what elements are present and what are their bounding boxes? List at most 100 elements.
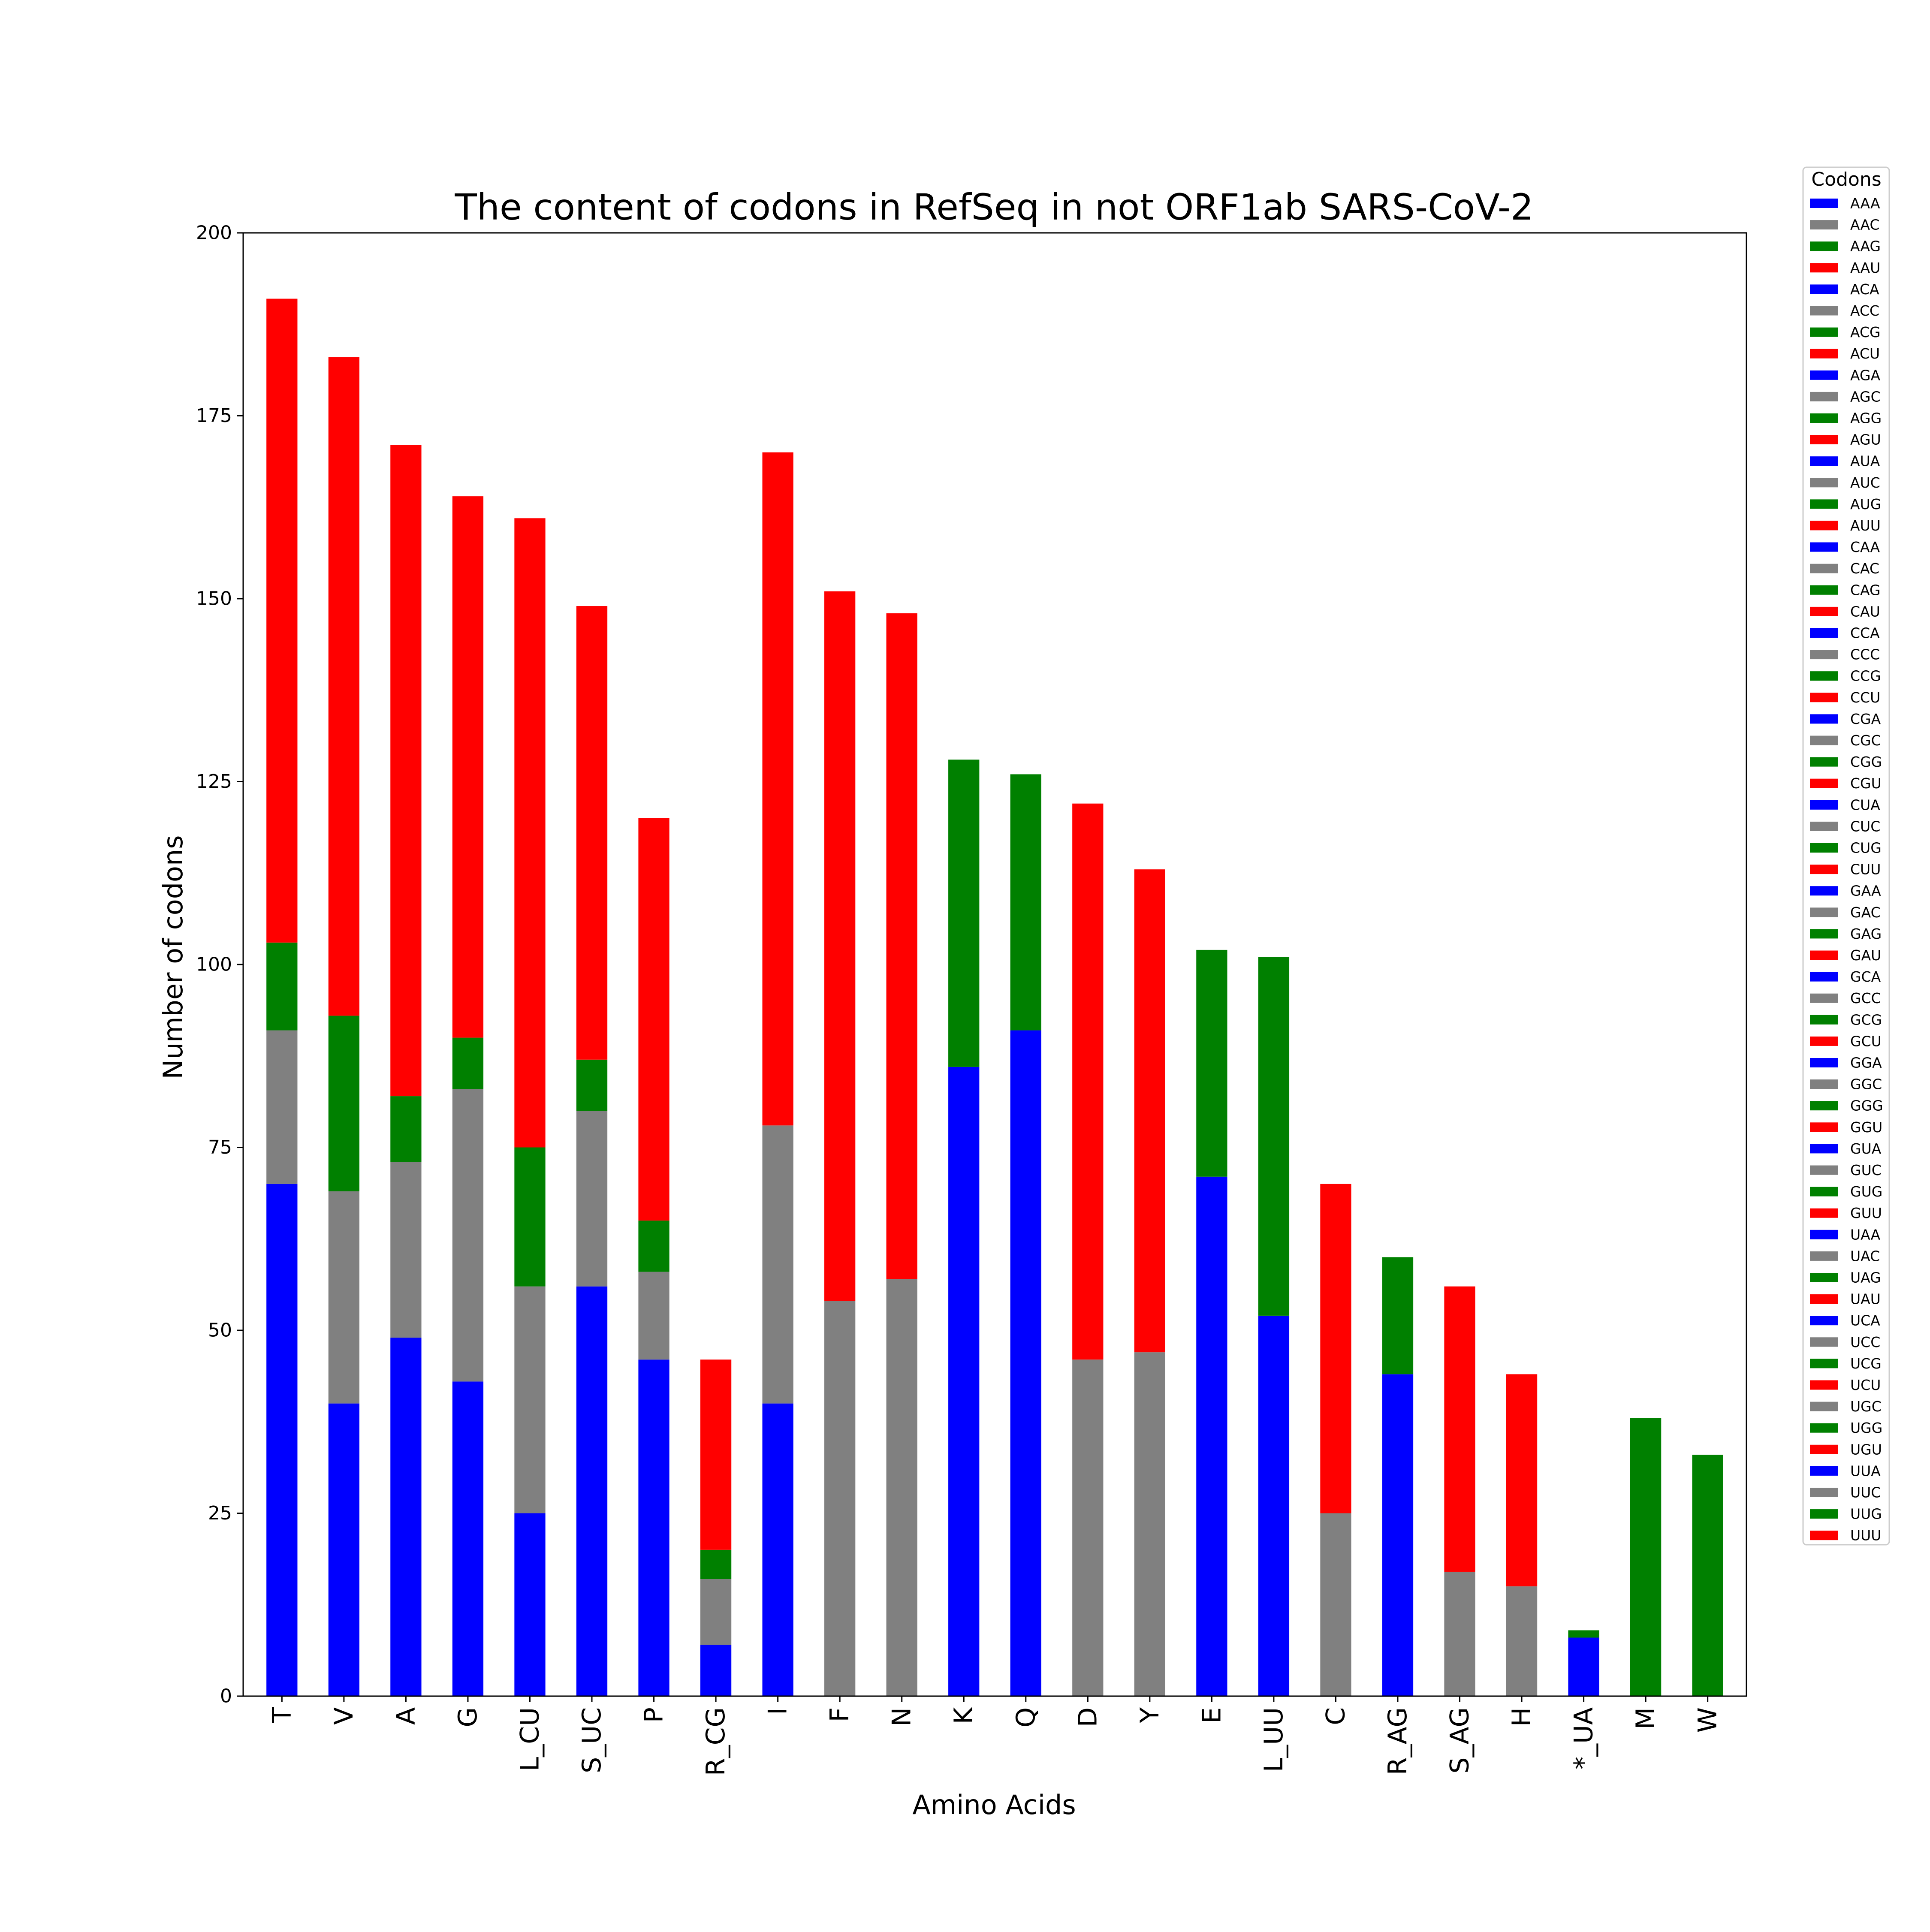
legend-label: UCC: [1850, 1334, 1880, 1350]
bar-segment: [328, 1403, 360, 1696]
x-tick-label: R_AG: [1383, 1707, 1413, 1775]
legend-swatch: [1810, 950, 1838, 960]
bar-segment: [576, 1286, 608, 1696]
legend-swatch: [1810, 1208, 1838, 1218]
bar-segment: [514, 1513, 546, 1696]
bar-segment: [390, 1162, 422, 1338]
legend-swatch: [1810, 1079, 1838, 1089]
legend-swatch: [1810, 478, 1838, 488]
bar-segment: [1568, 1630, 1599, 1638]
legend-swatch: [1810, 865, 1838, 874]
legend-swatch: [1810, 1402, 1838, 1411]
legend-label: GGC: [1850, 1076, 1882, 1093]
bar-segment: [700, 1359, 732, 1550]
bar-segment: [762, 452, 793, 1126]
legend-label: UUA: [1850, 1462, 1881, 1479]
bar-segment: [514, 1147, 546, 1287]
legend-box: [1802, 166, 1890, 1546]
legend-label: AGG: [1850, 410, 1882, 427]
legend-label: UUU: [1850, 1527, 1881, 1544]
legend-swatch: [1810, 735, 1838, 745]
bar-segment: [1568, 1637, 1599, 1696]
legend-swatch: [1810, 671, 1838, 681]
legend-label: UUC: [1850, 1484, 1881, 1501]
bar-segment: [390, 1338, 422, 1696]
bar-segment: [1258, 1315, 1290, 1696]
x-tick-label: S_UC: [577, 1707, 607, 1773]
legend-label: GAA: [1850, 883, 1881, 899]
legend-label: CGU: [1850, 775, 1882, 792]
legend-label: AUA: [1850, 453, 1880, 470]
legend-swatch: [1810, 1101, 1838, 1111]
legend-label: GUU: [1850, 1205, 1882, 1221]
legend-label: AGU: [1850, 431, 1881, 448]
legend-label: CAC: [1850, 560, 1879, 577]
legend-label: GAC: [1850, 904, 1881, 921]
legend-swatch: [1810, 1036, 1838, 1046]
bar-segment: [266, 298, 298, 943]
bar-segment: [328, 1191, 360, 1404]
bar-segment: [576, 606, 608, 1060]
legend-label: AAU: [1850, 259, 1880, 276]
legend-swatch: [1810, 1273, 1838, 1282]
legend-swatch: [1810, 1251, 1838, 1261]
legend-label: UAG: [1850, 1269, 1881, 1286]
legend-label: ACA: [1850, 281, 1879, 298]
legend-swatch: [1810, 800, 1838, 810]
x-tick-label: M: [1631, 1707, 1661, 1730]
legend-swatch: [1810, 1058, 1838, 1067]
x-tick-label: G: [453, 1707, 483, 1727]
legend-items: AAA AAC AAG AAU ACA ACC ACG ACU AGA AGC AGG AGU AUA A…: [1810, 195, 1883, 1544]
bar-segment: [1630, 1418, 1662, 1696]
x-tick-label: K: [949, 1706, 979, 1724]
legend-label: GCG: [1850, 1011, 1882, 1028]
bar-segment: [638, 1272, 669, 1360]
legend-label: AGA: [1850, 367, 1881, 383]
bar-segment: [1382, 1257, 1414, 1374]
x-tick-label: Q: [1011, 1707, 1041, 1727]
legend-swatch: [1810, 1444, 1838, 1454]
bar-segment: [700, 1645, 732, 1696]
legend-label: GGA: [1850, 1055, 1882, 1071]
legend-label: GCA: [1850, 968, 1881, 985]
bar-segment: [1258, 957, 1290, 1316]
legend-label: UAC: [1850, 1248, 1880, 1264]
bar-segment: [638, 1221, 669, 1272]
bar-segment: [390, 1096, 422, 1162]
legend-swatch: [1810, 821, 1838, 831]
legend-label: CAU: [1850, 603, 1880, 620]
y-tick-label: 25: [208, 1502, 232, 1524]
bar-segment: [452, 1381, 484, 1696]
legend-swatch: [1810, 993, 1838, 1003]
legend-swatch: [1810, 349, 1838, 359]
legend-swatch: [1810, 886, 1838, 896]
legend-swatch: [1810, 1488, 1838, 1497]
legend-label: UAU: [1850, 1291, 1881, 1308]
legend-swatch: [1810, 1316, 1838, 1326]
y-tick-label: 200: [196, 222, 232, 244]
x-tick-label: L_UU: [1259, 1707, 1289, 1772]
bar-segment: [948, 1067, 980, 1696]
bar-segment: [638, 1359, 669, 1696]
legend-label: GGU: [1850, 1119, 1882, 1136]
x-tick-label: W: [1693, 1707, 1723, 1733]
x-tick-label: F: [825, 1707, 855, 1722]
legend-swatch: [1810, 628, 1838, 638]
legend-swatch: [1810, 1165, 1838, 1175]
legend-swatch: [1810, 606, 1838, 616]
legend-label: CAG: [1850, 582, 1881, 598]
legend-swatch: [1810, 1359, 1838, 1368]
legend-label: GAG: [1850, 925, 1882, 942]
legend-swatch: [1810, 284, 1838, 294]
bar-segment: [1072, 1359, 1104, 1696]
legend-swatch: [1810, 1531, 1838, 1540]
legend-swatch: [1810, 306, 1838, 316]
legend-label: CCG: [1850, 668, 1881, 684]
bar-segment: [576, 1111, 608, 1287]
legend-swatch: [1810, 1423, 1838, 1433]
y-axis-label: Number of codons: [157, 835, 189, 1079]
x-tick-label: P: [639, 1707, 669, 1723]
bar-segment: [1320, 1184, 1351, 1513]
x-tick-label: C: [1321, 1707, 1351, 1725]
